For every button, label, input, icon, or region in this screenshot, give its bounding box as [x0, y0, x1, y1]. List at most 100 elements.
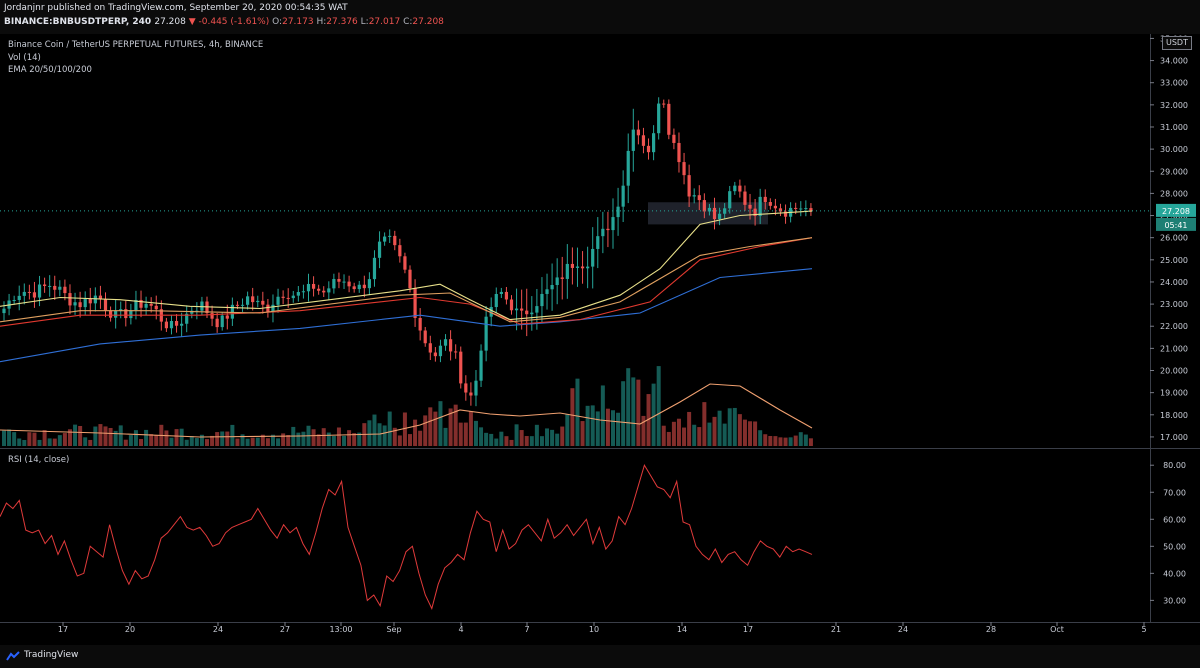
candle-body — [641, 135, 646, 146]
volume-bar — [438, 401, 443, 446]
volume-bar — [808, 438, 813, 446]
published-info: Jordanjnr published on TradingView.com, … — [4, 3, 348, 13]
volume-bar — [52, 438, 57, 446]
rsi-tick-label: 40.00 — [1163, 569, 1186, 578]
candle-body — [748, 204, 752, 209]
volume-bar — [768, 435, 773, 446]
time-tick-label: 24 — [213, 625, 223, 634]
candle-body — [383, 236, 387, 242]
volume-bar — [276, 438, 281, 446]
candle-body — [174, 320, 179, 326]
volume-bar — [656, 366, 661, 446]
volume-bar — [499, 431, 504, 446]
candle-body — [682, 162, 686, 176]
candle-body — [733, 185, 737, 192]
candle-body — [570, 263, 574, 268]
candle-body — [124, 309, 128, 319]
volume-bar — [550, 429, 555, 446]
volume-bar — [154, 435, 159, 446]
candle-body — [677, 142, 681, 163]
candle-body — [611, 217, 615, 231]
volume-bar — [514, 424, 519, 446]
candle-body — [169, 320, 174, 329]
symbol-label: BINANCE:BNBUSDTPERP, 240 — [4, 17, 152, 27]
volume-bar — [392, 427, 397, 446]
candle-body — [586, 266, 590, 269]
candle-body — [48, 285, 52, 287]
candle-body — [423, 330, 427, 344]
candle-body — [73, 302, 77, 306]
volume-bar — [133, 430, 138, 446]
currency-unit[interactable]: USDT — [1162, 36, 1192, 50]
candle-body — [332, 278, 336, 289]
volume-bar — [377, 423, 382, 446]
candle-body — [276, 296, 280, 305]
time-tick-label: 13:00 — [329, 625, 352, 634]
volume-bar — [316, 434, 321, 446]
candle-body — [408, 269, 412, 289]
candle-body — [438, 345, 443, 357]
candle-body — [180, 323, 184, 326]
volume-bar — [621, 381, 626, 446]
ema20-line — [0, 210, 813, 321]
candle-body — [103, 299, 108, 311]
price-tick-label: 20.000 — [1160, 367, 1188, 376]
candle-body — [362, 284, 366, 289]
ema-legend[interactable]: EMA 20/50/100/200 — [8, 65, 92, 75]
candle-body — [154, 305, 158, 310]
price-tick-label: 23.000 — [1160, 300, 1188, 309]
candle-body — [119, 309, 123, 311]
tradingview-brand[interactable]: TradingView — [24, 650, 79, 660]
candle-body — [2, 308, 6, 314]
volume-bar — [199, 434, 204, 446]
tradingview-logo-icon — [6, 651, 20, 661]
volume-bar — [580, 421, 585, 446]
candle-body — [763, 196, 767, 203]
time-tick-label: 21 — [831, 625, 841, 634]
candle-body — [296, 292, 300, 296]
candle-body — [342, 281, 346, 283]
price-tick-label: 21.000 — [1160, 344, 1188, 353]
volume-bar — [108, 427, 113, 446]
rsi-legend[interactable]: RSI (14, close) — [8, 455, 70, 465]
rsi-axis[interactable]: 80.00 70.00 60.00 50.00 40.00 30.00 — [1150, 461, 1186, 605]
volume-bar — [265, 438, 270, 446]
volume-bar — [98, 424, 103, 446]
volume-legend[interactable]: Vol (14) — [8, 53, 41, 63]
price-axis[interactable]: 35.00034.00033.00032.00031.00030.00029.0… — [1150, 34, 1188, 442]
volume-bar — [408, 434, 412, 446]
time-tick-label: 28 — [986, 625, 996, 634]
volume-bar — [458, 422, 463, 446]
candle-body — [266, 304, 270, 312]
high-label: H: — [316, 17, 327, 27]
volume-bar — [118, 425, 123, 446]
rsi-tick-label: 80.00 — [1163, 461, 1186, 470]
volume-bar — [565, 414, 570, 446]
volume-bar — [37, 439, 42, 446]
volume-bar — [773, 436, 778, 446]
candle-body — [98, 295, 103, 300]
candle-body — [646, 145, 651, 153]
time-axis[interactable]: 17 20 24 27 13:00 Sep 4 7 10 14 17 21 24 28 Oct 5 — [58, 622, 1147, 634]
candle-body — [616, 206, 620, 218]
volume-bar — [83, 437, 88, 446]
volume-bar — [545, 428, 550, 446]
time-tick-label: 5 — [1141, 625, 1146, 634]
candle-body — [281, 296, 285, 298]
candle-body — [717, 213, 722, 220]
volume-bar — [631, 377, 636, 446]
volume-bar — [210, 435, 215, 446]
price-chart[interactable]: 35.00034.00033.00032.00031.00030.00029.0… — [0, 34, 1200, 645]
resistance-zone — [648, 202, 768, 225]
candle-body — [514, 308, 519, 311]
volume-bar — [301, 431, 306, 446]
volume-bar — [245, 438, 250, 446]
volume-bar — [509, 439, 514, 446]
volume-bar — [448, 408, 453, 446]
candle-body — [43, 284, 47, 286]
time-tick-label: 4 — [458, 625, 463, 634]
candle-body — [190, 310, 194, 314]
volume-bar — [423, 415, 428, 446]
volume-bar — [139, 438, 144, 446]
volume-bar — [220, 431, 225, 446]
